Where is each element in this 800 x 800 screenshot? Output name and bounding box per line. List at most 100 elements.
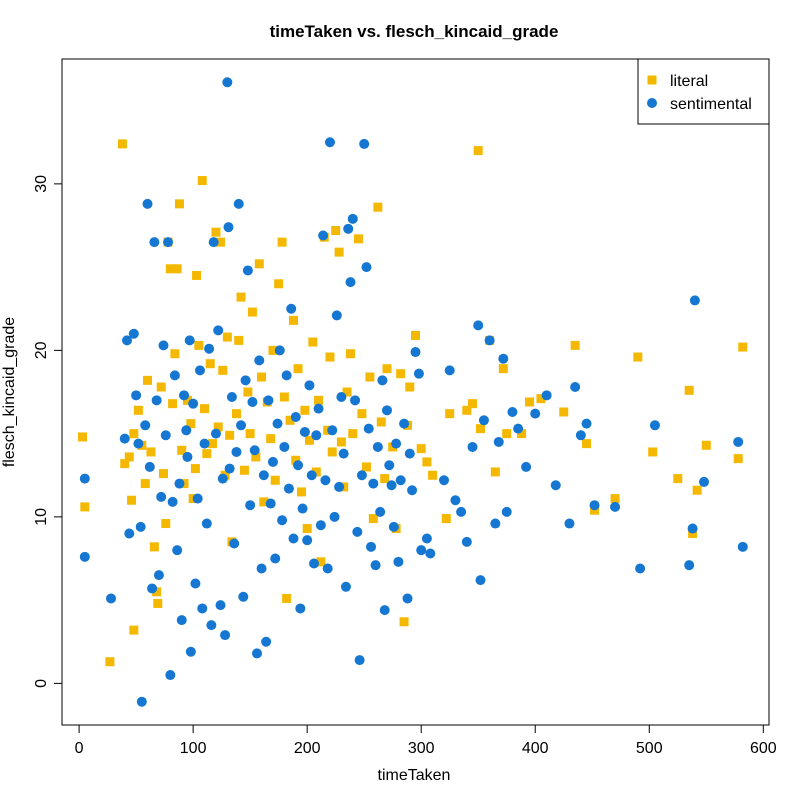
data-point-literal <box>222 332 232 342</box>
data-point-sentimental <box>475 575 486 586</box>
data-point-sentimental <box>194 365 205 376</box>
data-point-sentimental <box>361 262 372 273</box>
data-point-sentimental <box>147 583 158 594</box>
data-point-sentimental <box>416 545 427 556</box>
data-point-sentimental <box>402 593 413 604</box>
data-point-sentimental <box>153 570 164 581</box>
data-point-sentimental <box>245 500 256 511</box>
data-point-sentimental <box>363 423 374 434</box>
data-point-sentimental <box>425 548 436 559</box>
data-point-literal <box>327 447 337 457</box>
data-point-literal <box>411 330 420 340</box>
data-point-literal <box>346 349 356 359</box>
data-point-sentimental <box>226 391 237 402</box>
data-point-sentimental <box>421 533 432 544</box>
data-point-sentimental <box>309 558 320 569</box>
x-tick-label: 600 <box>750 740 777 757</box>
data-point-literal <box>197 176 207 186</box>
data-point-sentimental <box>570 382 581 393</box>
data-point-literal <box>279 392 289 402</box>
data-point-sentimental <box>254 355 265 366</box>
data-point-sentimental <box>320 475 331 486</box>
series-literal <box>78 139 748 667</box>
data-point-literal <box>161 519 171 529</box>
data-point-literal <box>120 459 130 469</box>
data-point-sentimental <box>498 353 509 364</box>
data-point-literal <box>129 429 139 439</box>
data-point-sentimental <box>302 535 313 546</box>
legend-marker-sentimental <box>647 98 657 108</box>
data-point-sentimental <box>240 375 251 386</box>
data-point-literal <box>211 227 221 237</box>
data-point-literal <box>78 432 88 442</box>
data-point-literal <box>117 139 127 149</box>
data-point-literal <box>257 372 267 382</box>
data-point-sentimental <box>372 441 383 452</box>
data-point-sentimental <box>306 470 317 481</box>
legend-label-literal: literal <box>670 73 708 90</box>
data-point-sentimental <box>163 237 174 248</box>
data-point-sentimental <box>270 553 281 564</box>
data-point-literal <box>266 434 276 444</box>
data-point-sentimental <box>156 491 167 502</box>
data-point-literal <box>259 497 269 507</box>
data-point-literal <box>213 422 223 432</box>
data-point-sentimental <box>217 473 228 484</box>
data-point-literal <box>124 452 134 462</box>
x-tick-label: 200 <box>294 740 321 757</box>
data-point-sentimental <box>334 481 345 492</box>
data-point-literal <box>428 470 438 480</box>
y-tick-label: 20 <box>33 341 50 359</box>
data-point-sentimental <box>215 600 226 611</box>
data-point-sentimental <box>331 310 342 321</box>
data-point-sentimental <box>345 277 356 288</box>
data-point-literal <box>684 385 694 395</box>
data-point-sentimental <box>388 521 399 532</box>
data-point-sentimental <box>131 390 142 401</box>
data-point-sentimental <box>456 506 467 517</box>
data-point-literal <box>152 587 162 597</box>
data-point-sentimental <box>286 303 297 314</box>
data-point-sentimental <box>182 451 193 462</box>
data-point-literal <box>361 462 371 472</box>
data-point-sentimental <box>290 411 301 422</box>
data-point-literal <box>441 514 451 524</box>
data-point-sentimental <box>222 77 233 88</box>
data-point-literal <box>396 369 406 379</box>
data-point-sentimental <box>393 556 404 567</box>
data-point-sentimental <box>521 461 532 472</box>
data-point-sentimental <box>149 237 160 248</box>
data-point-literal <box>200 404 210 414</box>
data-point-literal <box>422 457 432 467</box>
data-point-sentimental <box>635 563 646 574</box>
data-point-sentimental <box>160 430 171 441</box>
data-point-sentimental <box>315 520 326 531</box>
data-point-sentimental <box>192 493 203 504</box>
data-point-literal <box>208 439 218 449</box>
data-point-sentimental <box>79 473 90 484</box>
x-tick-label: 0 <box>75 740 84 757</box>
data-point-sentimental <box>199 438 210 449</box>
data-point-sentimental <box>272 418 283 429</box>
data-point-sentimental <box>359 138 370 149</box>
data-point-literal <box>172 264 182 274</box>
y-tick-label: 30 <box>33 175 50 193</box>
data-point-sentimental <box>251 648 262 659</box>
data-point-literal <box>168 399 178 409</box>
data-point-literal <box>517 429 527 439</box>
data-point-sentimental <box>258 470 269 481</box>
data-point-sentimental <box>737 541 748 552</box>
data-point-literal <box>129 625 139 635</box>
data-point-sentimental <box>478 415 489 426</box>
data-point-literal <box>311 467 321 477</box>
data-point-literal <box>353 234 363 244</box>
data-point-literal <box>468 399 478 409</box>
data-point-literal <box>170 349 180 359</box>
data-point-sentimental <box>589 500 600 511</box>
data-point-sentimental <box>329 511 340 522</box>
data-point-literal <box>336 437 346 447</box>
data-point-literal <box>368 514 378 524</box>
data-point-literal <box>268 345 278 355</box>
data-point-sentimental <box>699 476 710 487</box>
data-point-literal <box>186 419 196 429</box>
